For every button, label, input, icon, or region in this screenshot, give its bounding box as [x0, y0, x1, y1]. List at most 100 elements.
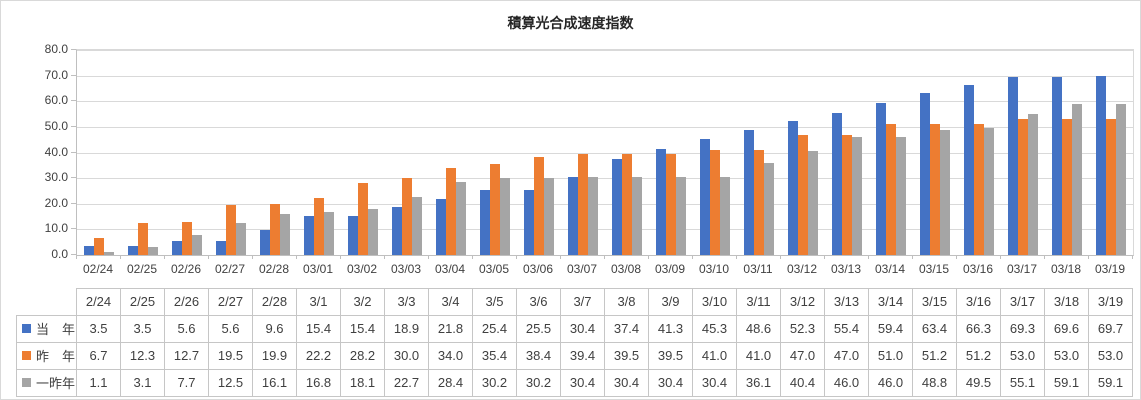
bar-orange: [402, 178, 412, 255]
bar-gray: [631, 177, 642, 255]
y-axis-label: 40.0: [44, 144, 68, 159]
table-header-cell: 3/4: [428, 288, 473, 316]
legend-label: 一昨年: [36, 376, 76, 391]
table-header-cell: 3/3: [384, 288, 429, 316]
table-header-cell: 2/24: [76, 288, 121, 316]
x-axis-label: 03/01: [302, 262, 334, 276]
bar-gray: [587, 177, 598, 255]
bar-orange: [314, 198, 324, 255]
table-header-cell: 3/16: [956, 288, 1001, 316]
bar-gray: [191, 235, 202, 255]
table-value-cell: 39.5: [604, 341, 649, 370]
gridline: [77, 203, 1133, 205]
bar-gray: [851, 137, 862, 255]
data-table: 2/24 2/25 2/26 2/27 2/28 3/1 3/2 3/3 3/4 3/5 3/6 3/…: [16, 288, 1133, 397]
legend-label: 昨 年: [36, 349, 76, 364]
x-axis-label: 03/04: [434, 262, 466, 276]
bar-orange: [1018, 119, 1028, 255]
table-value-cell: 69.7: [1088, 314, 1133, 343]
bar-blue: [964, 85, 975, 255]
bar-blue: [304, 215, 315, 255]
x-axis-label: 03/16: [962, 262, 994, 276]
x-tick: [692, 255, 693, 259]
bar-gray: [895, 137, 906, 255]
x-axis-label: 03/06: [522, 262, 554, 276]
x-axis-label: 02/28: [258, 262, 290, 276]
table-value-cell: 41.0: [692, 341, 737, 370]
bar-orange: [226, 205, 236, 255]
x-axis-label: 03/15: [918, 262, 950, 276]
table-value-cell: 69.3: [1000, 314, 1045, 343]
gridline: [77, 75, 1133, 77]
x-tick: [868, 255, 869, 259]
table-corner-cell: [17, 289, 77, 316]
bar-blue: [788, 120, 799, 255]
x-tick: [648, 255, 649, 259]
table-value-cell: 30.4: [560, 368, 605, 397]
x-tick: [384, 255, 385, 259]
legend-swatch-icon: [22, 378, 31, 387]
table-value-cell: 48.6: [736, 314, 781, 343]
x-tick: [120, 255, 121, 259]
x-tick: [604, 255, 605, 259]
x-axis-label: 03/07: [566, 262, 598, 276]
y-tick: [71, 177, 76, 179]
x-axis-label: 03/19: [1094, 262, 1126, 276]
table-value-cell: 7.7: [164, 368, 209, 397]
x-axis-label: 03/10: [698, 262, 730, 276]
x-tick: [1000, 255, 1001, 259]
table-value-cell: 3.1: [120, 368, 165, 397]
table-value-cell: 48.8: [912, 368, 957, 397]
table-value-cell: 25.4: [472, 314, 517, 343]
x-tick: [340, 255, 341, 259]
gridline: [77, 178, 1133, 180]
bar-gray: [543, 177, 554, 255]
table-value-cell: 46.0: [868, 368, 913, 397]
x-tick: [560, 255, 561, 259]
table-value-cell: 47.0: [824, 341, 869, 370]
x-axis-label: 03/02: [346, 262, 378, 276]
bar-orange: [666, 153, 676, 255]
table-value-cell: 47.0: [780, 341, 825, 370]
x-tick: [208, 255, 209, 259]
bar-blue: [612, 159, 623, 255]
bar-gray: [499, 177, 510, 255]
table-value-cell: 55.4: [824, 314, 869, 343]
bar-gray: [455, 182, 466, 255]
table-value-cell: 19.5: [208, 341, 253, 370]
x-tick: [296, 255, 297, 259]
table-value-cell: 59.1: [1088, 368, 1133, 397]
x-tick: [164, 255, 165, 259]
x-axis-label: 02/27: [214, 262, 246, 276]
table-value-cell: 12.7: [164, 341, 209, 370]
legend-label: 当 年: [36, 322, 76, 337]
bar-blue: [480, 189, 491, 255]
bar-orange: [842, 134, 852, 255]
x-tick: [780, 255, 781, 259]
table-header-cell: 3/2: [340, 288, 385, 316]
gridline: [77, 152, 1133, 154]
y-axis-label: 10.0: [44, 221, 68, 236]
bar-orange: [886, 124, 896, 255]
bar-gray: [103, 252, 114, 255]
bar-orange: [446, 167, 456, 255]
table-value-cell: 30.2: [516, 368, 561, 397]
bar-gray: [983, 128, 994, 255]
table-header-cell: 3/14: [868, 288, 913, 316]
x-tick: [1044, 255, 1045, 259]
table-row: 一昨年 1.1 3.1 7.7 12.5 16.1 16.8 18.1 22.7 28.4 30.2…: [16, 368, 1133, 397]
table-value-cell: 55.1: [1000, 368, 1045, 397]
bar-blue: [876, 102, 887, 255]
table-value-cell: 40.4: [780, 368, 825, 397]
table-value-cell: 30.4: [560, 314, 605, 343]
table-value-cell: 63.4: [912, 314, 957, 343]
bar-orange: [1106, 119, 1116, 255]
bar-blue: [700, 138, 711, 255]
table-value-cell: 15.4: [340, 314, 385, 343]
x-tick: [428, 255, 429, 259]
bar-gray: [1115, 103, 1126, 255]
table-value-cell: 16.1: [252, 368, 297, 397]
bar-gray: [367, 208, 378, 255]
x-axis-label: 03/03: [390, 262, 422, 276]
y-axis-label: 20.0: [44, 195, 68, 210]
